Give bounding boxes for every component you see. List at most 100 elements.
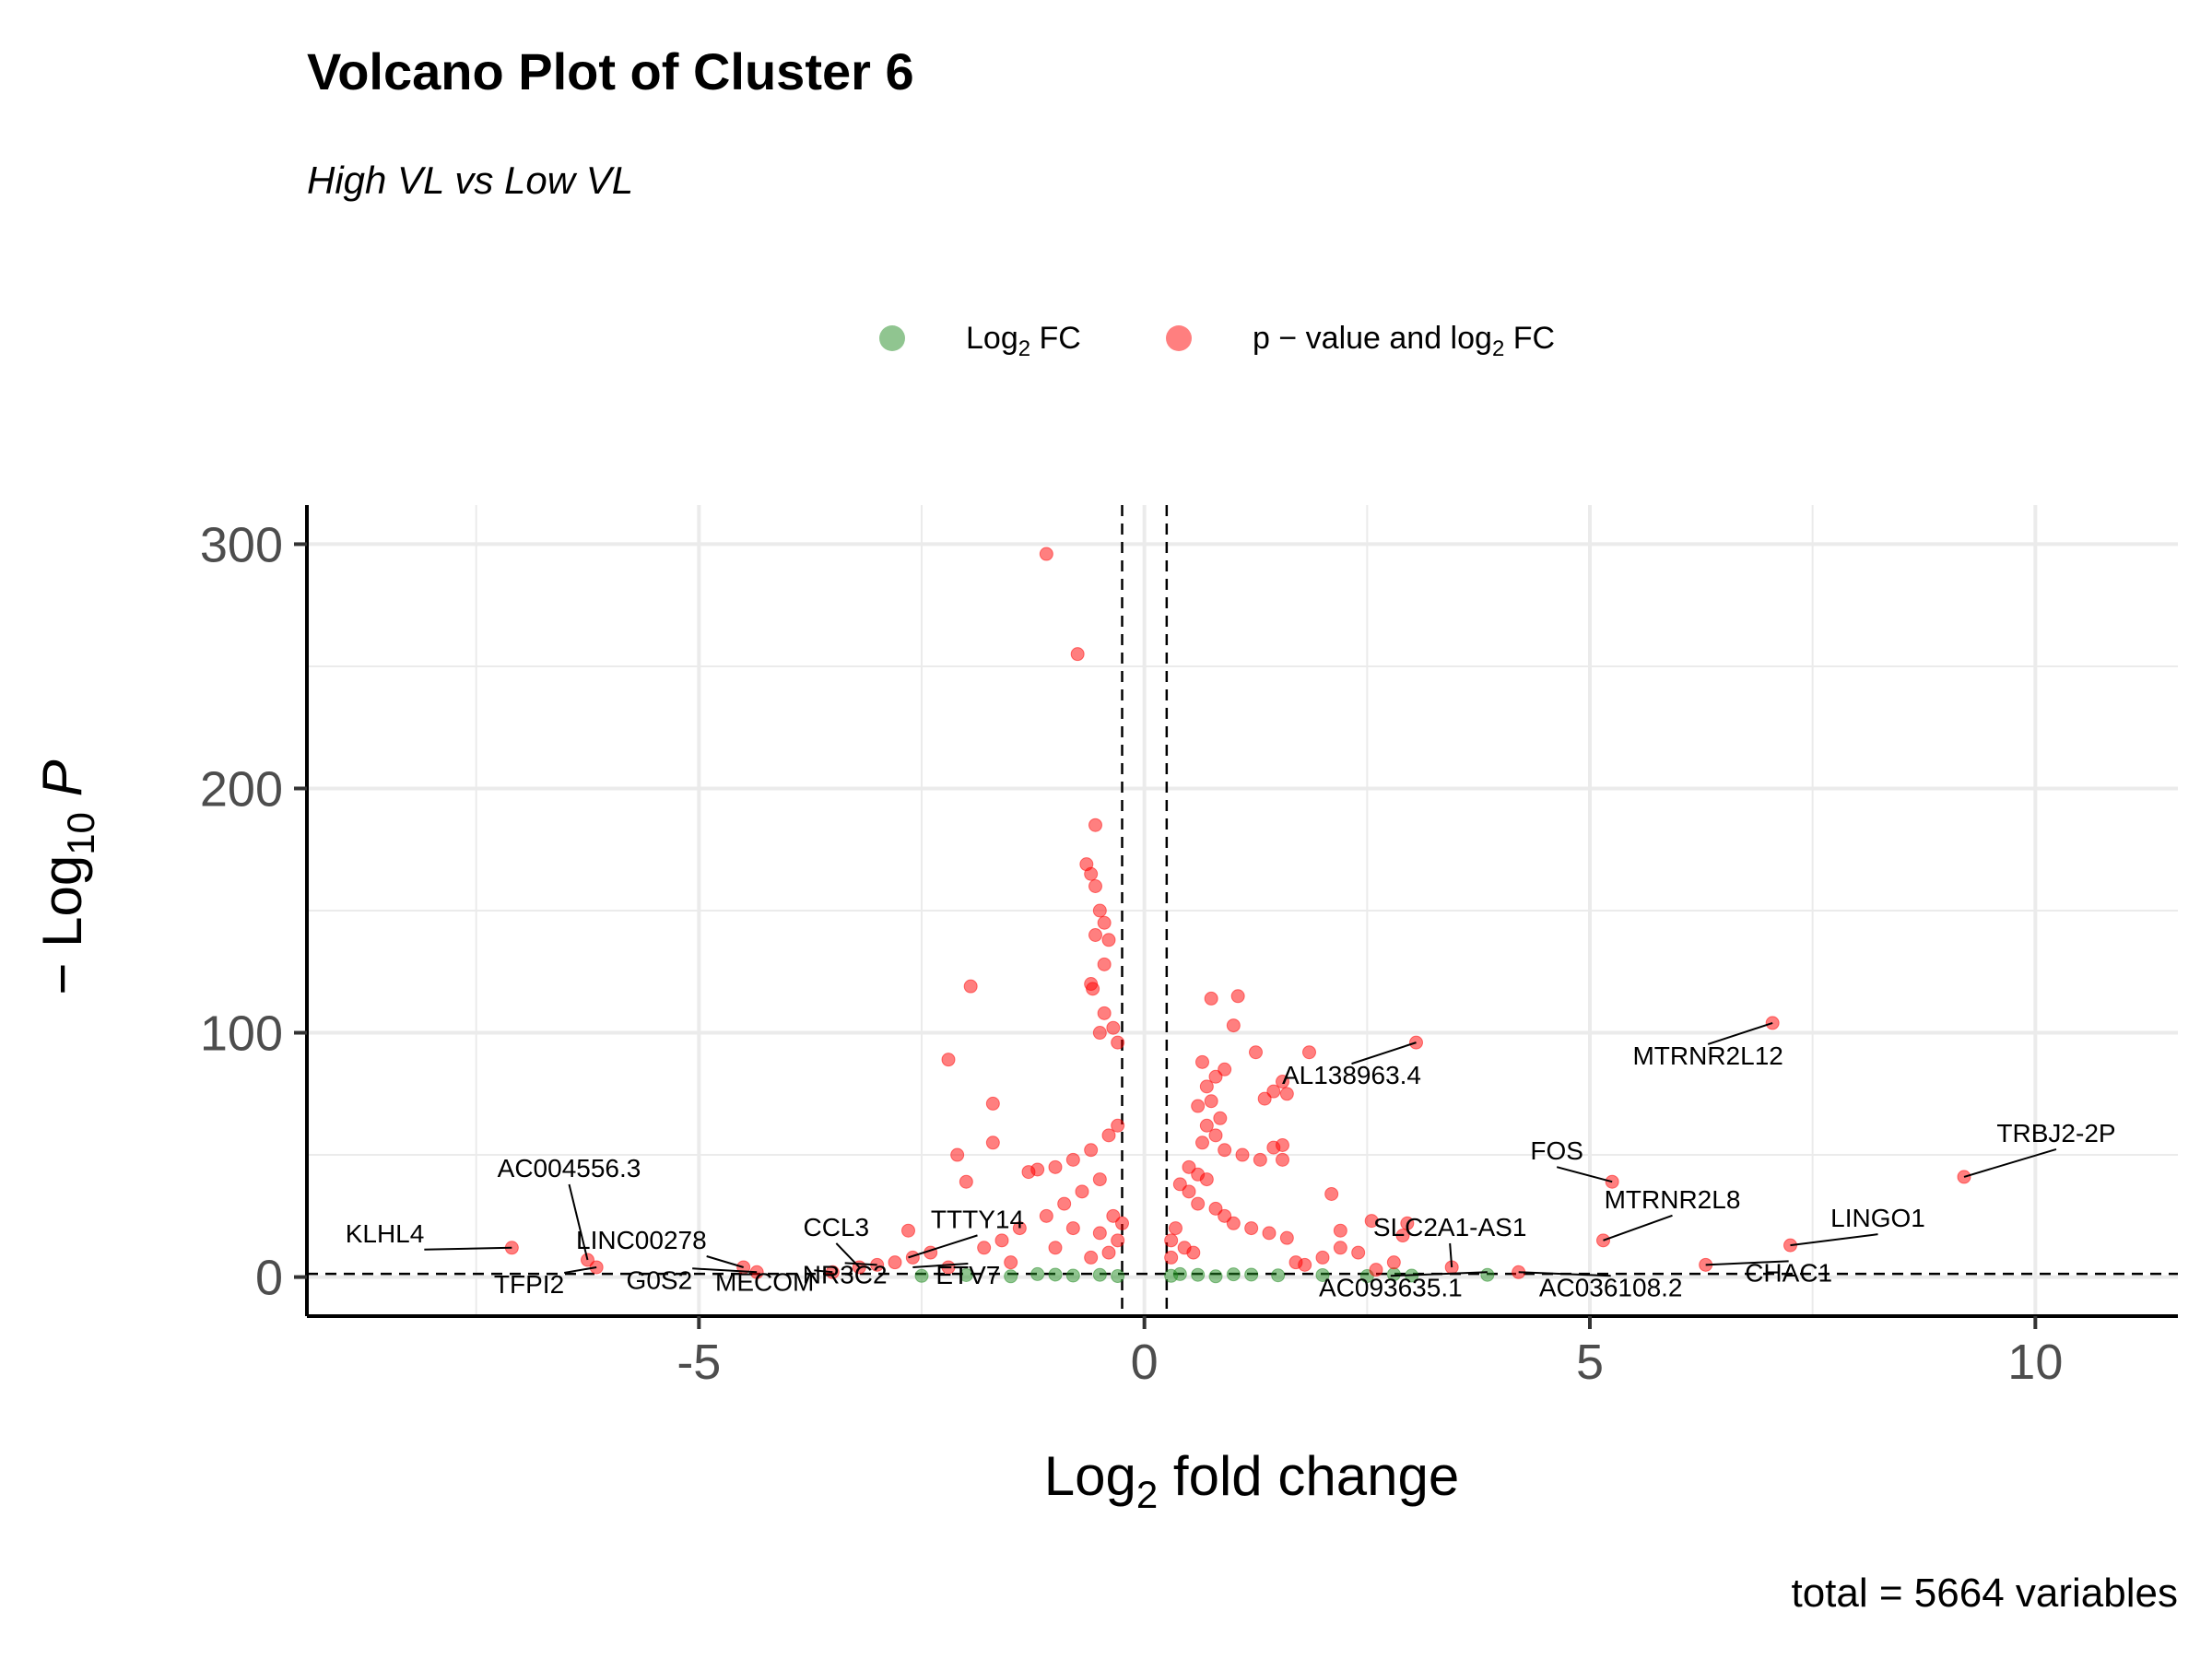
- point-p-and-log2fc: [1092, 1026, 1107, 1041]
- point-log2fc: [1065, 1268, 1080, 1283]
- point-p-and-log2fc: [1097, 1006, 1112, 1020]
- point-p-and-log2fc: [1395, 1229, 1410, 1243]
- point-p-and-log2fc: [1364, 1214, 1379, 1229]
- point-p-and-log2fc: [1039, 1208, 1053, 1223]
- point-p-and-log2fc: [1199, 1079, 1214, 1094]
- gene-label: TFPI2: [494, 1270, 564, 1299]
- point-p-and-log2fc: [1208, 1069, 1223, 1084]
- x-tick-label: 10: [2007, 1335, 2063, 1390]
- point-p-and-log2fc: [1262, 1226, 1277, 1241]
- legend-label-p-and-log2fc: p − value and log2 FC: [1253, 321, 1555, 361]
- point-p-and-log2fc: [1088, 818, 1102, 832]
- point-p-and-log2fc: [1276, 1075, 1289, 1089]
- point-p-and-log2fc: [959, 1174, 973, 1189]
- point-p-and-log2fc: [1182, 1184, 1196, 1199]
- point-p-and-log2fc: [1244, 1221, 1259, 1236]
- point-p-and-log2fc: [1101, 1128, 1116, 1143]
- point-p-and-log2fc: [963, 979, 978, 994]
- point-p-and-log2fc: [1204, 1094, 1218, 1109]
- point-p-and-log2fc: [1257, 1091, 1272, 1106]
- point-p-and-log2fc: [1208, 1128, 1223, 1143]
- gene-label: TTTY14: [931, 1205, 1024, 1233]
- gene-label: CHAC1: [1745, 1258, 1832, 1287]
- gene-label: AL138963.4: [1282, 1061, 1421, 1089]
- y-tick-label: 300: [200, 517, 283, 572]
- gene-label: TRBJ2-2P: [1996, 1119, 2115, 1147]
- point-p-and-log2fc: [1279, 1230, 1294, 1245]
- point-p-and-log2fc: [1048, 1241, 1063, 1255]
- chart-title: Volcano Plot of Cluster 6: [307, 42, 914, 100]
- point-p-and-log2fc: [1218, 1143, 1232, 1158]
- point-log2fc: [1004, 1269, 1018, 1284]
- chart-subtitle: High VL vs Low VL: [307, 159, 633, 202]
- y-axis-title: − Log10 P: [31, 759, 102, 994]
- gene-label: MTRNR2L12: [1632, 1041, 1783, 1070]
- point-p-and-log2fc: [977, 1241, 992, 1255]
- point-p-and-log2fc: [1086, 982, 1100, 996]
- gene-label: AC036108.2: [1539, 1273, 1683, 1301]
- point-p-and-log2fc: [985, 1096, 1000, 1111]
- threshold-lines: [307, 505, 2178, 1316]
- point-p-and-log2fc: [1169, 1221, 1182, 1236]
- point-p-and-log2fc: [1276, 1137, 1289, 1152]
- annotation-leader: [568, 1183, 589, 1261]
- point-p-and-log2fc: [1084, 866, 1099, 881]
- gene-label: MECOM: [715, 1267, 814, 1296]
- point-p-and-log2fc: [1101, 1245, 1116, 1260]
- point-p-and-log2fc: [1065, 1221, 1080, 1236]
- gene-label: LINC00278: [576, 1226, 707, 1254]
- point-p-and-log2fc: [1111, 1118, 1125, 1133]
- annotation-leader: [706, 1255, 744, 1268]
- point-p-and-log2fc: [1302, 1045, 1316, 1060]
- gene-label: MTRNR2L8: [1605, 1185, 1741, 1214]
- point-p-and-log2fc: [1218, 1208, 1232, 1223]
- point-p-and-log2fc: [1092, 903, 1107, 918]
- point-p-and-log2fc: [1208, 1201, 1223, 1216]
- annotation-leader: [1556, 1166, 1613, 1183]
- point-p-and-log2fc: [905, 1250, 920, 1265]
- point-log2fc: [1048, 1267, 1063, 1282]
- point-p-and-log2fc: [1333, 1223, 1347, 1238]
- point-log2fc: [1271, 1268, 1286, 1283]
- annotation-leader: [424, 1246, 512, 1251]
- point-p-and-log2fc: [1315, 1250, 1330, 1265]
- point-p-and-log2fc: [1172, 1177, 1187, 1192]
- gene-annotations: AC004556.3 KLHL4 TFPI2 LINC00278 G0S2 MECOMNR…: [346, 1021, 2116, 1301]
- legend-key-p-and-log2fc: [1166, 325, 1192, 351]
- gene-label: G0S2: [627, 1265, 693, 1294]
- gene-label: AC004556.3: [498, 1154, 641, 1182]
- point-p-and-log2fc: [1070, 647, 1085, 662]
- annotation-leader: [814, 1269, 833, 1274]
- point-p-and-log2fc: [1182, 1159, 1196, 1174]
- point-p-and-log2fc: [1298, 1257, 1312, 1272]
- annotation-leader: [1518, 1271, 1611, 1277]
- point-log2fc: [1480, 1267, 1495, 1282]
- point-p-and-log2fc: [1106, 1020, 1121, 1035]
- gene-label: ETV7: [935, 1261, 1000, 1289]
- point-p-and-log2fc: [1218, 1062, 1232, 1077]
- point-p-and-log2fc: [1057, 1196, 1072, 1211]
- x-axis-title: Log2 fold change: [1044, 1445, 1459, 1516]
- point-p-and-log2fc: [1226, 1216, 1241, 1230]
- point-log2fc: [1111, 1269, 1125, 1284]
- point-log2fc: [959, 1267, 973, 1282]
- annotation-leader: [563, 1266, 597, 1274]
- annotation-leader: [912, 1262, 969, 1268]
- annotation-leader: [1351, 1041, 1417, 1065]
- point-p-and-log2fc: [1266, 1084, 1281, 1099]
- point-p-and-log2fc: [1191, 1196, 1206, 1211]
- point-p-and-log2fc: [1351, 1245, 1366, 1260]
- point-p-and-log2fc: [1279, 1087, 1294, 1101]
- point-p-and-log2fc: [950, 1147, 965, 1162]
- gene-label: FOS: [1530, 1136, 1583, 1165]
- annotation-leader: [844, 1262, 877, 1266]
- point-p-and-log2fc: [1075, 1184, 1089, 1199]
- legend-key-log2fc: [879, 325, 905, 351]
- legend: Log2 FC p − value and log2 FC: [879, 321, 1555, 361]
- point-p-and-log2fc: [1088, 878, 1102, 893]
- point-p-and-log2fc: [1195, 1135, 1209, 1150]
- point-log2fc: [1226, 1267, 1241, 1282]
- point-log2fc: [1315, 1267, 1330, 1282]
- annotation-leader: [1449, 1242, 1453, 1268]
